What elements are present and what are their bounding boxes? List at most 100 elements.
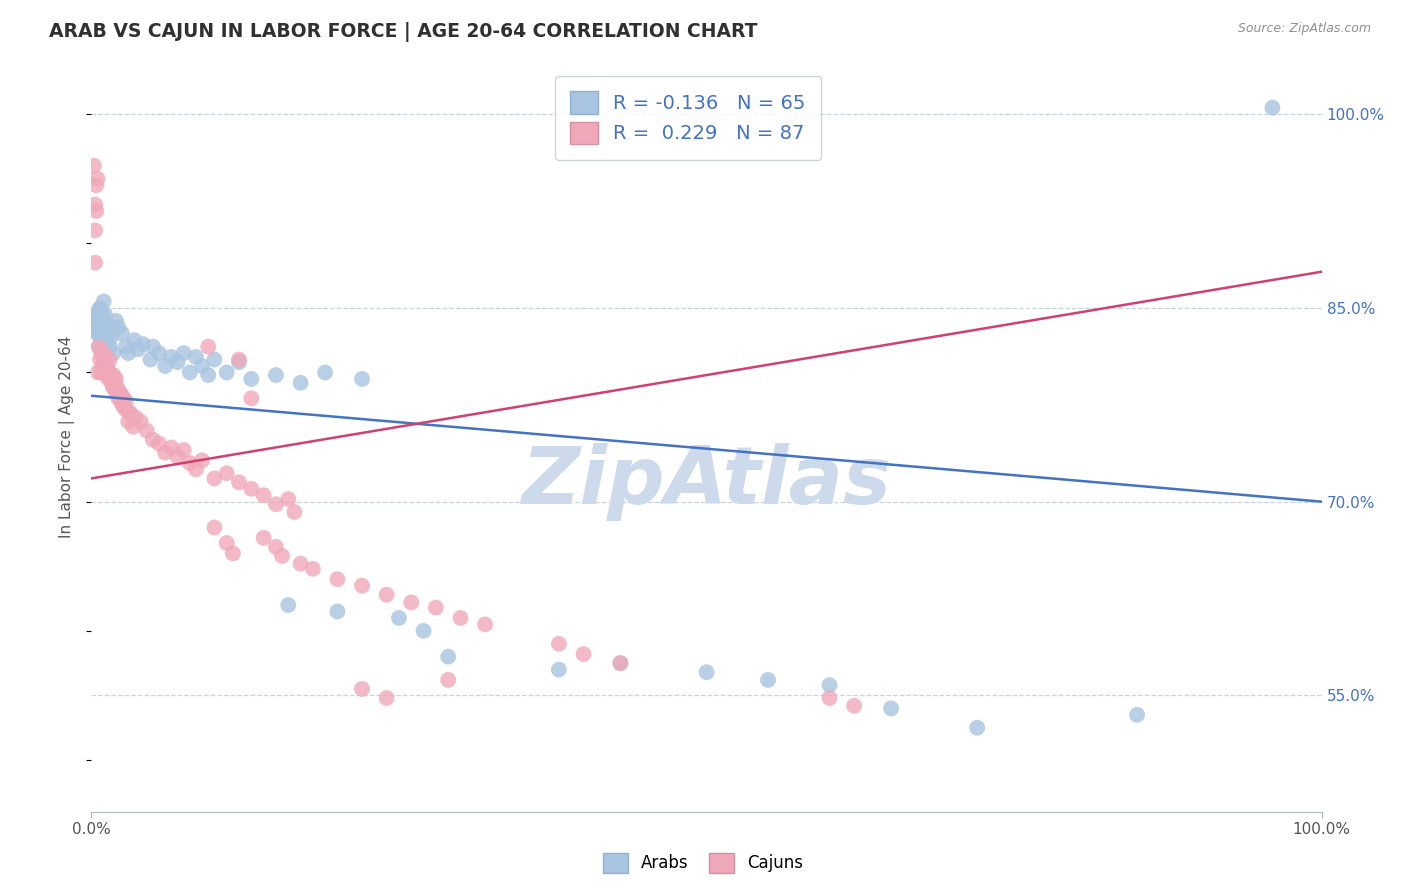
Point: [86, 178, 108, 193]
Point: [86, 204, 108, 219]
Point: [191, 453, 214, 467]
Point: [98, 366, 121, 380]
Legend: Arabs, Cajuns: Arabs, Cajuns: [596, 847, 810, 880]
Point: [108, 384, 131, 399]
Point: [253, 531, 276, 545]
Point: [277, 598, 299, 612]
Point: [301, 562, 323, 576]
Point: [110, 393, 132, 408]
Point: [120, 407, 142, 421]
Point: [153, 359, 177, 373]
Point: [84, 197, 107, 211]
Point: [87, 340, 110, 354]
Point: [153, 445, 177, 459]
Point: [228, 352, 250, 367]
Point: [437, 649, 460, 664]
Point: [437, 673, 460, 687]
Point: [880, 701, 903, 715]
Point: [83, 159, 105, 173]
Point: [215, 536, 238, 550]
Point: [179, 366, 201, 380]
Point: [117, 404, 139, 418]
Point: [84, 314, 107, 328]
Point: [253, 488, 276, 502]
Point: [264, 497, 287, 511]
Point: [105, 384, 127, 399]
Point: [132, 337, 155, 351]
Point: [98, 340, 121, 354]
Point: [97, 372, 120, 386]
Point: [352, 579, 374, 593]
Point: [114, 393, 138, 408]
Point: [86, 366, 108, 380]
Point: [90, 366, 112, 380]
Point: [124, 410, 146, 425]
Point: [135, 424, 157, 438]
Point: [103, 381, 125, 395]
Point: [96, 317, 117, 331]
Point: [197, 368, 219, 382]
Point: [352, 372, 374, 386]
Point: [271, 549, 294, 563]
Point: [129, 415, 152, 429]
Point: [166, 450, 188, 464]
Point: [96, 333, 118, 347]
Point: [202, 471, 225, 485]
Point: [388, 611, 411, 625]
Point: [83, 320, 105, 334]
Point: [695, 665, 717, 680]
Text: ZipAtlas: ZipAtlas: [522, 443, 891, 521]
Point: [160, 350, 183, 364]
Point: [94, 355, 117, 369]
Point: [375, 691, 398, 706]
Point: [215, 467, 238, 481]
Point: [105, 314, 127, 328]
Point: [756, 673, 779, 687]
Point: [93, 346, 115, 360]
Point: [264, 540, 287, 554]
Point: [277, 492, 299, 507]
Point: [89, 320, 111, 334]
Point: [474, 617, 496, 632]
Point: [91, 314, 114, 328]
Point: [122, 419, 145, 434]
Point: [191, 359, 214, 373]
Point: [228, 355, 250, 369]
Point: [86, 326, 108, 341]
Point: [114, 401, 136, 416]
Point: [103, 368, 125, 382]
Point: [547, 637, 569, 651]
Point: [97, 324, 120, 338]
Point: [399, 595, 422, 609]
Point: [89, 301, 111, 315]
Point: [142, 340, 165, 354]
Point: [160, 441, 183, 455]
Point: [86, 311, 108, 326]
Y-axis label: In Labor Force | Age 20-64: In Labor Force | Age 20-64: [59, 336, 76, 538]
Point: [104, 376, 127, 390]
Point: [290, 376, 312, 390]
Point: [90, 346, 112, 360]
Point: [818, 678, 841, 692]
Point: [222, 546, 245, 560]
Point: [609, 656, 631, 670]
Point: [114, 340, 138, 354]
Point: [142, 433, 165, 447]
Point: [179, 456, 201, 470]
Point: [84, 223, 107, 237]
Point: [111, 326, 134, 341]
Point: [100, 372, 122, 386]
Point: [215, 366, 238, 380]
Point: [103, 346, 125, 360]
Point: [449, 611, 471, 625]
Point: [148, 346, 170, 360]
Point: [184, 462, 207, 476]
Point: [184, 350, 207, 364]
Point: [84, 307, 107, 321]
Point: [105, 381, 128, 395]
Point: [148, 436, 170, 450]
Legend: R = -0.136   N = 65, R =  0.229   N = 87: R = -0.136 N = 65, R = 0.229 N = 87: [555, 76, 821, 160]
Point: [111, 389, 134, 403]
Point: [124, 333, 146, 347]
Point: [101, 378, 124, 392]
